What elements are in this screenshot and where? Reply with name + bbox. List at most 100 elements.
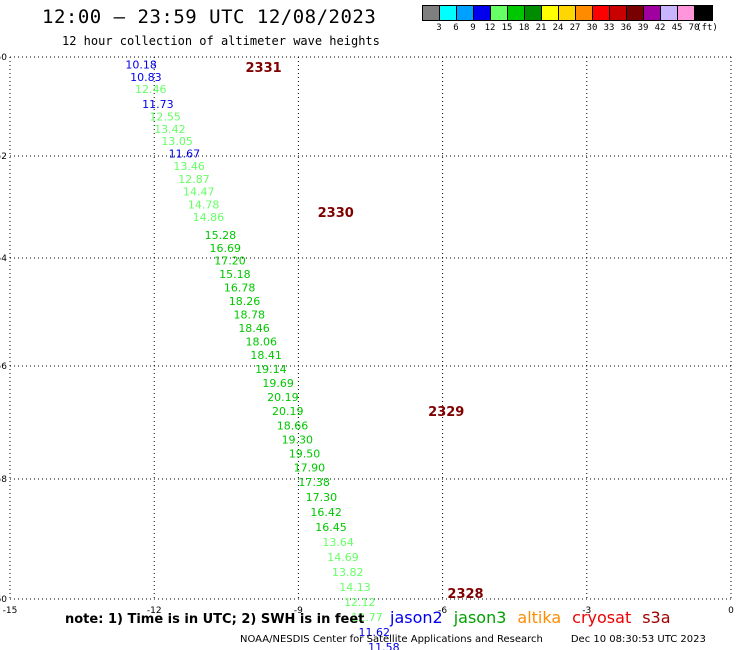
swh-value: 15.18: [219, 268, 251, 281]
swh-value: 13.64: [322, 536, 354, 549]
legend-swatch: [491, 6, 508, 20]
satellite-cryosat: cryosat: [572, 608, 632, 627]
legend-swatch: [474, 6, 491, 20]
swh-value: 17.30: [306, 491, 338, 504]
legend-label: 39: [637, 23, 649, 33]
swh-value: 13.82: [332, 566, 364, 579]
legend-swatch: [627, 6, 644, 20]
swh-value: 17.38: [298, 476, 330, 489]
swh-value: 14.78: [188, 198, 220, 211]
lon-tick-label: -12: [147, 606, 162, 616]
legend-swatch: [610, 6, 627, 20]
pass-number: 2330: [318, 206, 354, 221]
satellite-legend: jason2 jason3 altika cryosat s3a: [390, 608, 682, 627]
swh-value: 14.47: [183, 186, 215, 199]
legend-swatch: [678, 6, 695, 20]
satellite-altika: altika: [517, 608, 562, 627]
legend-swatch: [661, 6, 678, 20]
pass-number: 2331: [246, 61, 282, 76]
legend-label: 70: [688, 23, 700, 33]
swh-value: 11.62: [358, 626, 390, 639]
swh-value: 18.78: [234, 309, 266, 322]
credit-text: NOAA/NESDIS Center for Satellite Applica…: [240, 634, 543, 645]
lon-tick-label: -3: [582, 606, 591, 616]
legend-label: 42: [654, 23, 666, 33]
swh-value: 16.78: [224, 282, 256, 295]
swh-value: 18.66: [277, 419, 309, 432]
legend-swatch: [525, 6, 542, 20]
lat-tick-label: -50: [0, 53, 7, 63]
swh-value: 18.46: [238, 322, 269, 335]
legend-swatch: [644, 6, 661, 20]
swh-value: 12.12: [344, 596, 376, 609]
lat-tick-label: -52: [0, 152, 7, 162]
legend-labels: 3 6 9 12 15 18 21 24 27 30 33 36 39 42 45 70 (ft): [422, 21, 718, 33]
lon-tick-label: -15: [3, 606, 18, 616]
swh-value: 15.28: [205, 229, 237, 242]
swh-value: 11.58: [368, 641, 400, 650]
legend-label: 18: [518, 23, 530, 33]
swh-value: 20.19: [272, 405, 304, 418]
legend-label: 21: [535, 23, 547, 33]
swh-value: 16.69: [209, 242, 241, 255]
swh-value: 11.73: [142, 98, 174, 111]
page-title: 12:00 — 23:59 UTC 12/08/2023: [42, 6, 377, 28]
satellite-jason2: jason2: [390, 608, 443, 627]
satellite-s3a: s3a: [642, 608, 671, 627]
swh-value: 17.20: [214, 255, 246, 268]
legend-swatch: [457, 6, 474, 20]
axis-ticks: -50 -52 -54 -56 -58 -60-15 -12 -9 -6 -3 0: [0, 53, 734, 616]
swh-value: 14.69: [327, 551, 359, 564]
satellite-jason3: jason3: [453, 608, 507, 627]
credit-line: NOAA/NESDIS Center for Satellite Applica…: [240, 634, 706, 645]
lon-tick-label: 0: [728, 606, 734, 616]
legend-swatch: [559, 6, 576, 20]
swh-value: 20.19: [267, 391, 299, 404]
swh-value: 19.14: [255, 363, 287, 376]
legend-swatch: [508, 6, 525, 20]
swh-value: 11.67: [169, 148, 201, 161]
units-note: note: 1) Time is in UTC; 2) SWH is in fe…: [65, 612, 365, 627]
legend-swatch: [695, 6, 712, 20]
swh-value: 12.77: [351, 611, 383, 624]
swh-value: 19.30: [282, 433, 314, 446]
legend-label: 12: [484, 23, 496, 33]
lat-tick-label: -58: [0, 475, 7, 485]
swh-value: 18.06: [246, 336, 278, 349]
swh-value: 12.87: [178, 173, 210, 186]
swh-value: 10.18: [125, 58, 157, 71]
swh-value: 10.83: [130, 71, 162, 84]
legend-swatch: [576, 6, 593, 20]
legend-swatch: [542, 6, 559, 20]
pass-number: 2328: [447, 587, 483, 602]
swh-value: 19.50: [289, 448, 321, 461]
lat-tick-label: -54: [0, 254, 7, 264]
lat-tick-label: -60: [0, 595, 7, 605]
color-scale-legend: 3 6 9 12 15 18 21 24 27 30 33 36 39 42 45 70 (ft): [422, 5, 718, 33]
swh-value: 14.13: [339, 581, 371, 594]
swh-value: 19.69: [262, 377, 294, 390]
swh-value: 16.45: [315, 521, 347, 534]
legend-swatch: [440, 6, 457, 20]
legend-label: 45: [671, 23, 683, 33]
legend-label: 27: [569, 23, 581, 33]
legend-swatch: [593, 6, 610, 20]
lon-tick-label: -6: [438, 606, 447, 616]
lat-tick-label: -56: [0, 362, 7, 372]
legend-label: 15: [501, 23, 513, 33]
legend-label: 3: [436, 23, 442, 33]
legend-label: 6: [453, 23, 459, 33]
pass-number-labels: 2331 2330 2329 2328: [246, 61, 484, 602]
swh-value: 12.55: [149, 110, 181, 123]
swh-value: 13.46: [173, 160, 205, 173]
swh-value: 13.05: [161, 135, 193, 148]
legend-swatch: [423, 6, 440, 20]
generated-timestamp: Dec 10 08:30:53 UTC 2023: [570, 634, 706, 645]
swh-value: 16.42: [310, 506, 342, 519]
legend-label: 36: [620, 23, 632, 33]
lon-tick-label: -9: [294, 606, 303, 616]
swh-value: 12.46: [135, 83, 167, 96]
swh-value: 13.42: [154, 123, 186, 136]
